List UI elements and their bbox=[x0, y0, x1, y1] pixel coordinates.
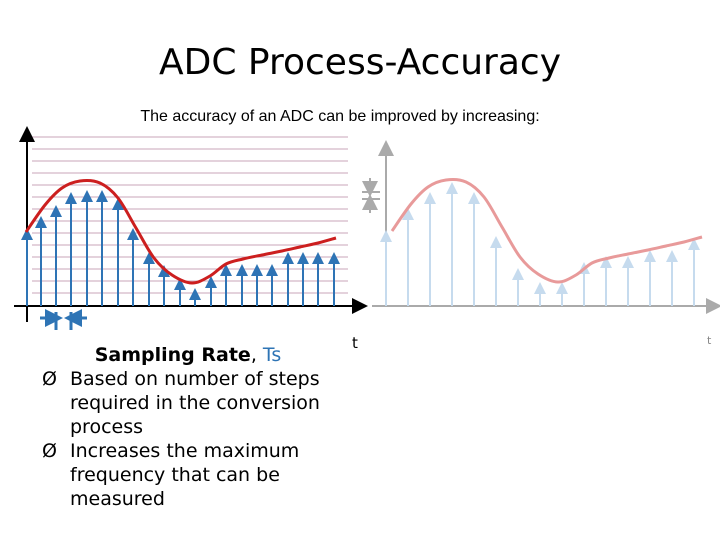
heading-symbol: Ts bbox=[262, 344, 282, 366]
sampling-interval-marker bbox=[40, 309, 87, 330]
bullet-item: Ø Based on number of steps required in t… bbox=[18, 367, 348, 439]
left-time-axis-label: t bbox=[352, 334, 358, 352]
left-sample-stems bbox=[21, 190, 340, 306]
arrow-bullet-icon: Ø bbox=[42, 440, 57, 462]
bullet-text: Based on number of steps required in the… bbox=[70, 368, 320, 438]
sampling-rate-notes: Sampling Rate, Ts Ø Based on number of s… bbox=[18, 343, 348, 511]
right-signal-curve bbox=[390, 178, 703, 284]
heading-separator: , bbox=[250, 344, 263, 366]
slide-subtitle: The accuracy of an ADC can be improved b… bbox=[140, 108, 540, 125]
bullet-item: Ø Increases the maximum frequency that c… bbox=[18, 439, 348, 511]
sampling-rate-heading: Sampling Rate, Ts bbox=[18, 343, 348, 367]
bullet-text: Increases the maximum frequency that can… bbox=[70, 440, 300, 510]
left-signal-curve bbox=[24, 179, 337, 285]
slide-title: ADC Process-Accuracy bbox=[158, 42, 562, 83]
right-sample-stems bbox=[380, 182, 700, 306]
quantization-grid bbox=[32, 136, 348, 294]
arrow-bullet-icon: Ø bbox=[42, 368, 57, 390]
right-time-axis-label: t bbox=[707, 334, 712, 347]
heading-strong-text: Sampling Rate bbox=[94, 344, 251, 366]
resolution-step-marker bbox=[362, 178, 380, 213]
